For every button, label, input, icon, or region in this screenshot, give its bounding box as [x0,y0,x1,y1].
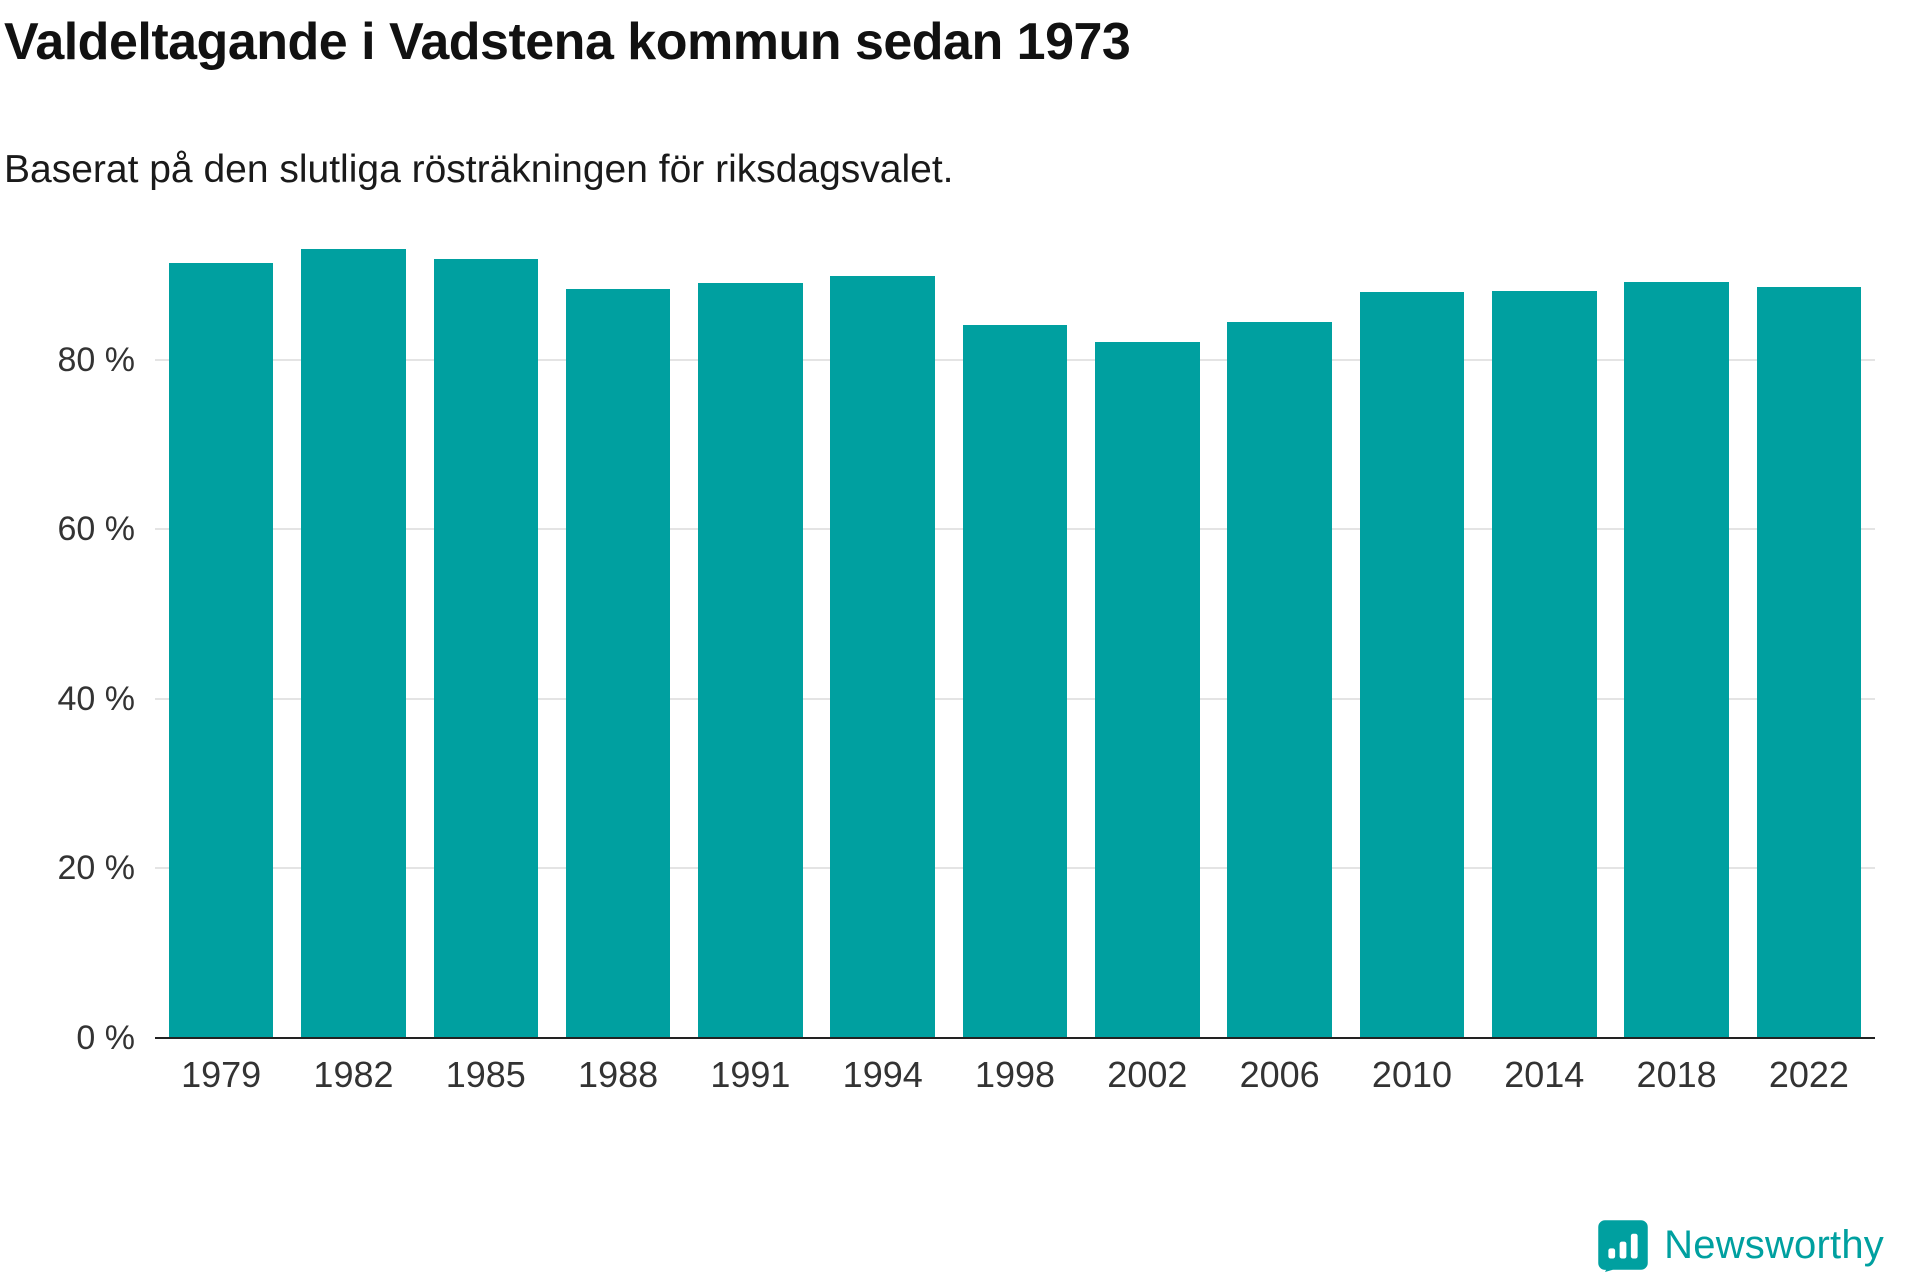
bar-slot-2010 [1346,190,1478,1038]
x-tick-label-2006: 2006 [1239,1054,1320,1095]
y-tick-label-80: 80 % [57,340,136,379]
bar-1994 [830,275,935,1038]
x-tick-label-1979: 1979 [181,1054,262,1095]
plot-area [155,190,1875,1039]
x-tick-label-2022: 2022 [1768,1054,1849,1095]
bar-2018 [1624,281,1729,1038]
y-tick-label-60: 60 % [57,510,136,549]
x-tick-label-2002: 2002 [1107,1054,1188,1095]
bar-slot-2022 [1743,190,1875,1038]
bar-slot-2006 [1214,190,1346,1038]
x-tick-label-1988: 1988 [578,1054,659,1095]
bar-slot-1988 [552,190,684,1038]
bar-2002 [1095,341,1200,1038]
bar-2014 [1492,290,1597,1038]
bar-slot-2014 [1478,190,1610,1038]
bar-1988 [565,289,671,1038]
x-tick-label-1985: 1985 [445,1054,526,1095]
y-axis: 0 % 20 % 40 % 60 % 80 % [0,190,136,1057]
bar-2010 [1359,291,1465,1038]
bar-series [155,190,1875,1038]
brand-logo: Newsworthy [1596,1218,1884,1272]
x-tick-label-2010: 2010 [1371,1054,1453,1095]
bar-slot-1998 [949,190,1081,1038]
chart-title: Valdeltagande i Vadstena kommun sedan 19… [4,13,1131,71]
bar-1985 [433,258,539,1038]
x-tick-label-1982: 1982 [313,1054,394,1095]
y-tick-label-0: 0 % [76,1019,135,1057]
x-axis: 1979 1982 1985 1988 1991 1994 1998 2002 2006 2010… [155,1054,1875,1096]
bar-1998 [962,324,1068,1038]
bar-1979 [168,262,274,1038]
bar-slot-1979 [155,190,287,1038]
bar-slot-1982 [287,190,419,1038]
bar-2022 [1756,286,1862,1038]
chart-subtitle: Baserat på den slutliga rösträkningen fö… [4,148,954,191]
y-tick-label-20: 20 % [57,849,136,888]
x-tick-label-1991: 1991 [710,1054,791,1095]
bar-2006 [1227,322,1332,1038]
newsworthy-logo-icon [1598,1220,1648,1272]
y-tick-label-40: 40 % [57,679,136,718]
x-tick-label-1994: 1994 [842,1054,923,1095]
bar-slot-2002 [1081,190,1213,1038]
bar-slot-1994 [817,190,949,1038]
x-axis-line [155,1037,1875,1039]
bar-1991 [698,283,803,1038]
bar-slot-1985 [420,190,552,1038]
bar-slot-1991 [684,190,816,1038]
brand-name: Newsworthy [1664,1222,1884,1267]
bar-1982 [301,249,406,1038]
x-tick-label-2018: 2018 [1636,1054,1717,1095]
x-tick-label-2014: 2014 [1504,1054,1585,1095]
bar-slot-2018 [1610,190,1742,1038]
x-tick-label-1998: 1998 [974,1054,1056,1095]
